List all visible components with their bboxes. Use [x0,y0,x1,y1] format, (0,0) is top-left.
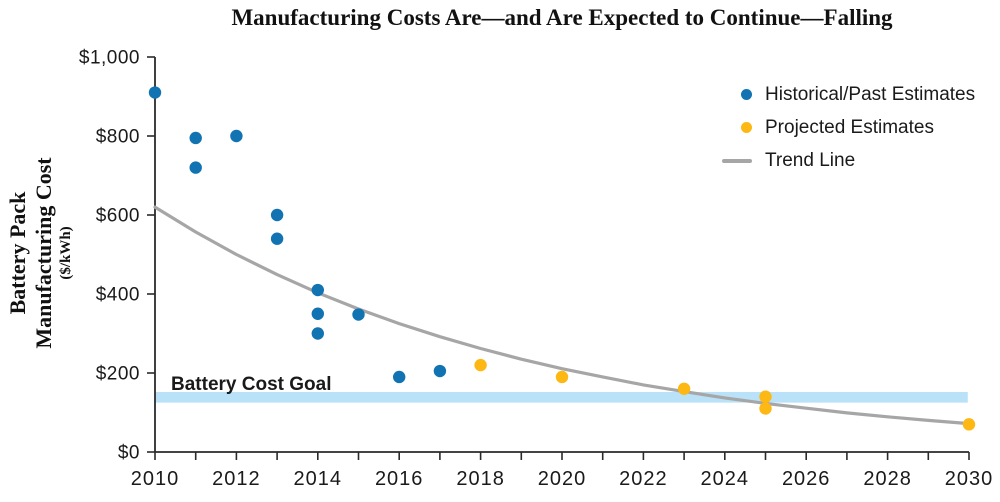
x-tick-label: 2028 [863,468,912,490]
projected-dot-icon [741,122,752,133]
historical-data-point [189,161,202,174]
historical-data-point [189,131,202,145]
historical-data-point [393,370,406,384]
x-tick-label: 2016 [375,468,424,490]
historical-data-point [270,208,284,222]
historical-data-point [311,307,324,320]
historical-data-point [148,86,162,99]
projected-data-point [759,390,772,403]
historical-data-point [311,327,324,340]
x-tick-label: 2012 [212,468,261,490]
x-tick-label: 2026 [782,468,831,490]
x-tick-label: 2018 [456,468,505,490]
chart-title: Manufacturing Costs Are—and Are Expected… [231,5,893,30]
y-tick-label: $800 [96,127,140,148]
projected-data-point [962,418,976,431]
y-tick-label: $200 [96,364,140,385]
legend-item-historical: Historical/Past Estimates [722,78,975,111]
x-tick-label: 2024 [701,468,750,490]
historical-data-point [433,364,447,378]
x-tick-label: 2010 [131,468,180,490]
legend-item-trend: Trend Line [722,144,975,177]
projected-data-point [474,358,487,372]
x-tick-label: 2014 [294,468,343,490]
legend-label-projected: Projected Estimates [765,116,934,138]
y-tick-label: $600 [96,206,140,227]
y-tick-label: $0 [118,443,140,464]
projected-data-point [677,382,691,395]
historical-data-point [230,129,243,143]
x-tick-label: 2022 [619,468,668,490]
battery-cost-goal-band [155,391,968,403]
y-tick-label: $1,000 [79,48,140,69]
legend: Historical/Past Estimates Projected Esti… [722,78,975,177]
historical-dot-icon [741,89,752,100]
trend-line [153,205,971,426]
legend-label-historical: Historical/Past Estimates [765,83,976,105]
historical-data-point [311,283,324,297]
x-tick-label: 2020 [538,468,587,490]
battery-cost-goal-label: Battery Cost Goal [171,374,332,395]
projected-data-point [555,370,569,384]
legend-item-projected: Projected Estimates [722,111,975,144]
trend-line-icon [722,158,752,163]
y-tick-label: $400 [96,285,140,306]
x-tick-label: 2030 [945,468,994,490]
historical-data-point [270,232,284,245]
legend-label-trend: Trend Line [765,149,856,171]
historical-data-point [352,308,365,321]
projected-data-point [759,402,772,415]
